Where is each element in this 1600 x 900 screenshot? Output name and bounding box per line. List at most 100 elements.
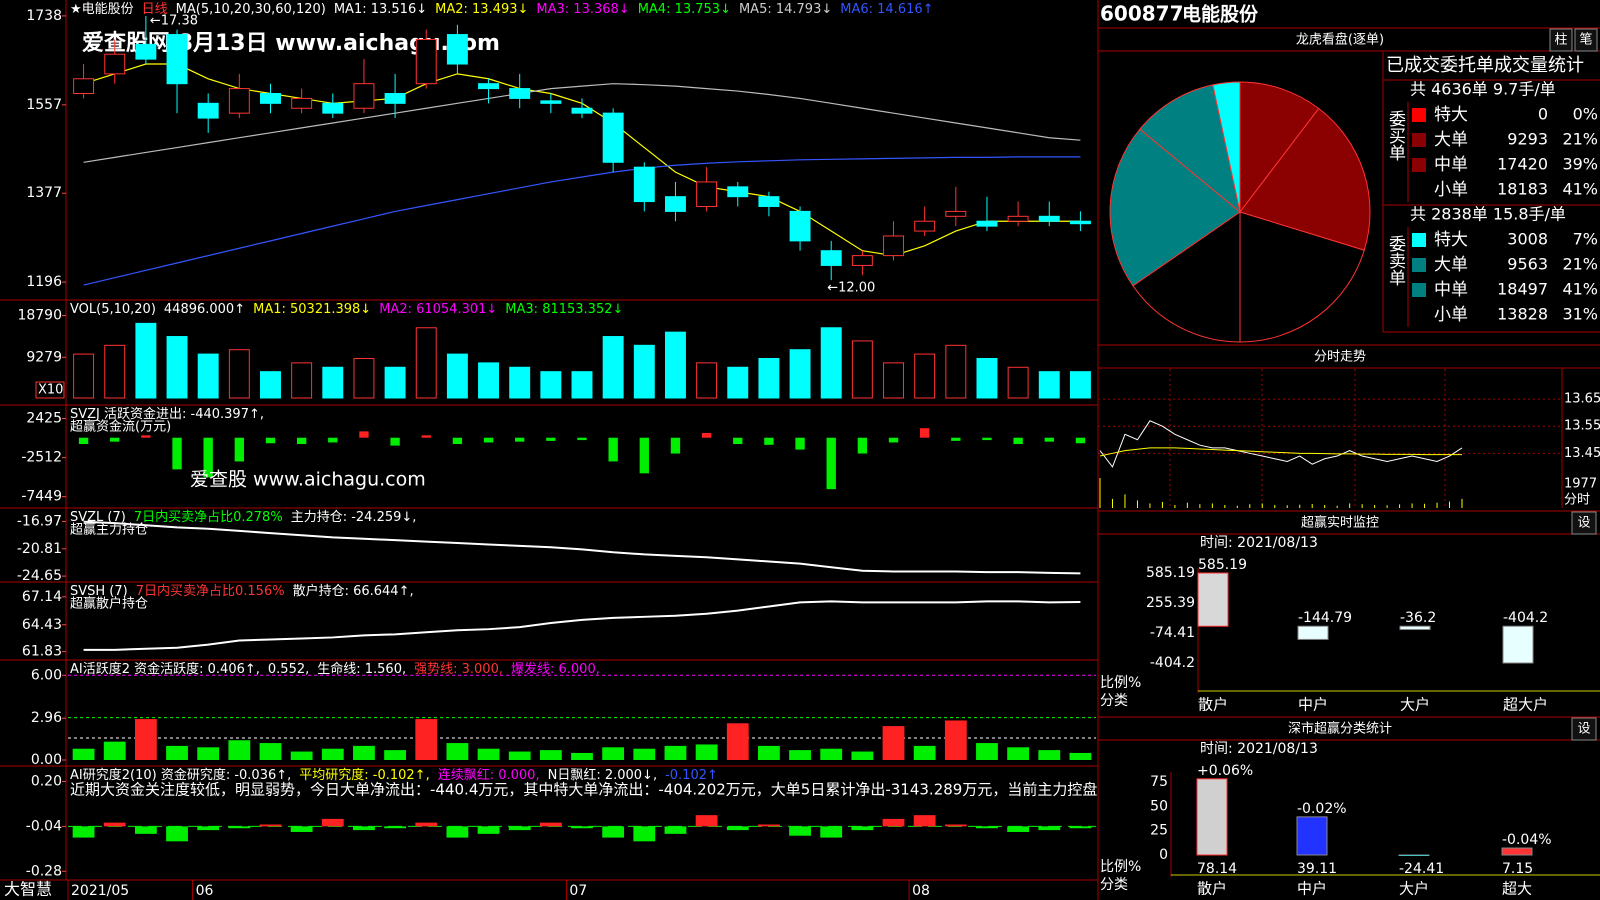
- pie-slice: [1239, 211, 1365, 343]
- activity-bar: [695, 744, 718, 760]
- stock-code: 600877: [1100, 2, 1184, 26]
- y-tick-label: -0.28: [26, 863, 62, 879]
- candle-body: [446, 34, 468, 65]
- subtitle: 超赢主力持仓: [70, 522, 148, 538]
- activity-bar: [851, 751, 874, 760]
- legend: AI研究度2(10) 资金研究度: -0.036↑, 平均研究度: -0.102↑…: [70, 767, 718, 783]
- research-bar: [166, 826, 188, 842]
- settings-button[interactable]: [1571, 717, 1597, 741]
- legend-item: 强势线: 3.000,: [414, 661, 503, 677]
- category-label: 大户: [1399, 880, 1429, 898]
- candle-body: [633, 166, 655, 203]
- legend-item: ★电能股份: [70, 2, 134, 17]
- legend-swatch: [1412, 258, 1426, 272]
- activity-bar: [290, 751, 313, 760]
- activity-bar: [353, 745, 375, 760]
- volume-bar: [820, 327, 842, 399]
- activity-bar: [103, 741, 126, 760]
- volume-bar: [851, 340, 873, 399]
- volume-bar: [914, 353, 936, 399]
- candle-body: [540, 100, 562, 104]
- left-panels: 爱查股网 8月13日 www.aichagu.com←17.38←12.00★电…: [68, 2, 1097, 842]
- activity-bar: [415, 719, 438, 760]
- y-tick-label: 64.43: [22, 617, 62, 633]
- value-label: 585.19: [1198, 557, 1247, 573]
- research-bar: [259, 824, 282, 827]
- settings-button-label[interactable]: 设: [1577, 516, 1590, 531]
- table-title: 已成交委托单成交量统计: [1386, 55, 1584, 76]
- flow-bar: [701, 432, 712, 438]
- activity-bar: [384, 750, 406, 760]
- candle-body: [135, 43, 157, 60]
- date-label: 07: [569, 883, 587, 899]
- research-bar: [695, 815, 718, 827]
- candle-body: [384, 93, 406, 104]
- y-tick-label: -2512: [21, 450, 62, 466]
- volume-bar: [446, 353, 468, 399]
- row-volume: 17420: [1497, 155, 1548, 174]
- row-name: 中单: [1434, 280, 1468, 300]
- volume-bar: [135, 322, 157, 399]
- pie-slice: [1239, 81, 1320, 214]
- row-name: 中单: [1434, 155, 1468, 175]
- research-bar: [228, 826, 251, 829]
- flow-bar: [172, 437, 182, 470]
- activity-bar: [602, 747, 625, 760]
- y-tick-label: 25: [1150, 823, 1168, 839]
- tab-button[interactable]: [1549, 28, 1573, 52]
- volume-bar: [727, 366, 749, 399]
- legend-swatch: [1412, 308, 1426, 322]
- legend-item: SVSH (7): [70, 584, 128, 599]
- flow-bar: [546, 437, 556, 441]
- flow-bar: [919, 428, 930, 438]
- settings-button[interactable]: [1571, 511, 1597, 535]
- class-label: 分类: [1100, 877, 1128, 893]
- activity-panel: AI活跃度2 资金活跃度: 0.406↑, 0.552, 生命线: 1.560, 强势…: [68, 661, 1096, 760]
- row-pct: 41%: [1562, 280, 1598, 299]
- tab-button-label[interactable]: 柱: [1554, 33, 1567, 48]
- research-bar: [633, 826, 656, 842]
- legend-item: MA1: 50321.398↓: [253, 302, 371, 317]
- activity-bar: [1007, 747, 1030, 760]
- intraday-price: [1099, 420, 1463, 468]
- y-tick-label: 9279: [26, 349, 62, 365]
- y-tick-label: 13.55: [1564, 419, 1600, 434]
- bar: [1501, 847, 1533, 856]
- activity-bar: [1038, 750, 1061, 760]
- activity-bar: [72, 748, 95, 760]
- legend: SVZL (7) 7日内买卖净占比0.278% 主力持仓: -24.259↓,: [70, 509, 416, 525]
- y-tick-label: 0.20: [31, 773, 62, 789]
- tab-button[interactable]: [1574, 28, 1598, 52]
- research-bar: [134, 826, 157, 834]
- low-label: ←12.00: [827, 281, 875, 296]
- panel-title: 分时走势: [1314, 349, 1366, 365]
- row-name: 小单: [1434, 180, 1468, 200]
- y-tick-label: 1196: [26, 274, 62, 290]
- row-name: 小单: [1434, 305, 1468, 325]
- research-bar: [103, 822, 126, 827]
- pct-label: +0.06%: [1197, 763, 1253, 779]
- legend: SVSH (7) 7日内买卖净占比0.156% 散户持仓: 66.644↑,: [70, 583, 414, 599]
- candle-body: [727, 186, 749, 198]
- tab-button-label[interactable]: 笔: [1579, 32, 1592, 48]
- research-bar: [508, 826, 531, 831]
- flow-bar: [328, 437, 338, 443]
- time-label: 时间: 2021/08/13: [1200, 741, 1318, 757]
- value-label: -144.79: [1298, 610, 1352, 626]
- y-tick-label: -20.81: [17, 541, 62, 557]
- y-tick-label: 61.83: [22, 644, 62, 660]
- date-label: 08: [912, 883, 930, 899]
- candle-body: [914, 220, 936, 232]
- activity-bar: [1069, 752, 1092, 760]
- y-tick-label: 255.39: [1146, 595, 1195, 611]
- y-tick-label: 75: [1150, 774, 1168, 790]
- legend: SVZJ 活跃资金进出: -440.397↑,: [70, 406, 264, 422]
- flow-bar: [639, 437, 649, 474]
- category-label: 散户: [1197, 880, 1227, 898]
- pie-slice: [1212, 81, 1241, 213]
- volume-bar: [291, 362, 313, 399]
- settings-button-label[interactable]: 设: [1577, 722, 1590, 737]
- activity-bar: [259, 743, 282, 760]
- panel-title: 深市超赢分类统计: [1288, 721, 1392, 737]
